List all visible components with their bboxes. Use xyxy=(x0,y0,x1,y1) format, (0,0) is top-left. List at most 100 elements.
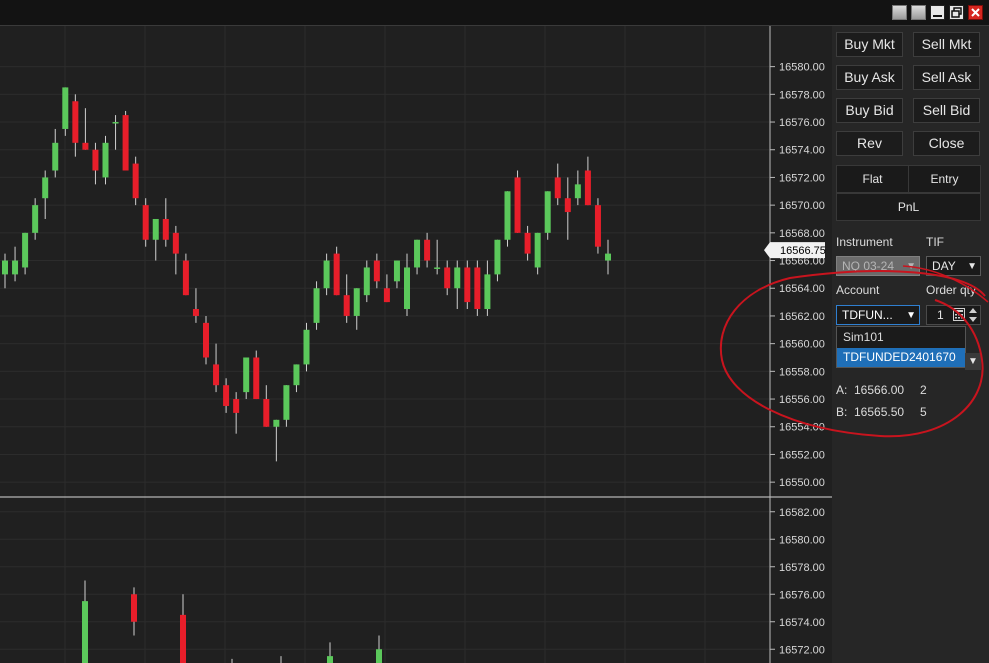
candle-body xyxy=(494,239,501,275)
close-icon xyxy=(971,8,980,17)
candle-body xyxy=(454,267,461,289)
candle-body xyxy=(273,419,280,427)
price-tick-label: 16568.00 xyxy=(779,228,825,240)
price-tick-label: 16558.00 xyxy=(779,366,825,378)
window-option-button-2[interactable] xyxy=(911,5,926,20)
candle-body xyxy=(376,649,382,663)
sell-bid-button[interactable]: Sell Bid xyxy=(913,98,980,123)
close-position-button[interactable]: Close xyxy=(913,131,980,156)
candle-body xyxy=(12,260,19,275)
price-tick-label: 16578.00 xyxy=(779,562,825,574)
candle-body xyxy=(102,142,109,178)
candle-body xyxy=(434,267,441,269)
account-option-tdfunded[interactable]: TDFUNDED2401670 xyxy=(837,348,965,367)
candle-body xyxy=(203,322,209,358)
title-bar xyxy=(0,0,989,26)
candle-body xyxy=(243,357,250,393)
candle-body xyxy=(92,149,99,171)
price-tick-label: 16582.00 xyxy=(779,507,825,519)
ask-label: A: xyxy=(836,383,848,397)
account-option-sim101[interactable]: Sim101 xyxy=(843,330,884,344)
candle-body xyxy=(162,218,169,240)
candle-body xyxy=(180,614,186,663)
price-tick-label: 16576.00 xyxy=(779,589,825,601)
reverse-button[interactable]: Rev xyxy=(836,131,903,156)
candle-body xyxy=(584,170,591,206)
candle-body xyxy=(213,364,220,386)
candle-body xyxy=(172,232,179,254)
candle-body xyxy=(263,399,270,427)
ask-price: 16566.00 xyxy=(854,383,905,397)
candle-body xyxy=(22,232,29,268)
candle-body xyxy=(594,205,601,247)
candle-body xyxy=(82,601,88,663)
window-option-button-1[interactable] xyxy=(892,5,907,20)
candle-body xyxy=(544,191,551,233)
account-label: Account xyxy=(836,283,880,297)
price-tick-label: 16564.00 xyxy=(779,283,825,295)
candle-body xyxy=(504,191,511,240)
qty-spinner-icon[interactable] xyxy=(968,306,978,324)
candle-body xyxy=(605,253,611,261)
candle-body xyxy=(192,309,199,316)
candle-body xyxy=(52,142,59,171)
instrument-value: NQ 03-24 xyxy=(842,259,895,273)
bid-label: B: xyxy=(836,405,848,419)
price-tick-label: 16556.00 xyxy=(779,394,825,406)
minimize-icon xyxy=(933,15,942,17)
last-price-label: 16566.75 xyxy=(780,245,826,257)
candle-body xyxy=(313,288,320,323)
candle-body xyxy=(514,177,521,233)
flat-button[interactable]: Flat xyxy=(836,165,909,193)
candle-body xyxy=(327,656,333,663)
candle-body xyxy=(404,267,410,310)
candle-body xyxy=(131,594,137,622)
pnl-field: PnL xyxy=(836,193,981,221)
candle-body xyxy=(122,115,129,171)
candle-body xyxy=(223,385,230,406)
candle-body xyxy=(82,142,89,150)
account-dropdown-list: Sim101 TDFUNDED2401670 xyxy=(836,326,966,368)
candle-body xyxy=(323,260,330,289)
candle-body xyxy=(2,260,8,275)
price-tick-label: 16560.00 xyxy=(779,339,825,351)
candle-body xyxy=(393,260,400,282)
order-qty-value: 1 xyxy=(937,308,944,322)
order-qty-label: Order qty xyxy=(926,283,977,297)
minimize-button[interactable] xyxy=(930,5,945,20)
candle-body xyxy=(152,218,159,240)
price-tick-label: 16574.00 xyxy=(779,617,825,629)
price-tick-label: 16552.00 xyxy=(779,449,825,461)
candle-body xyxy=(574,184,581,199)
price-chart[interactable]: 16580.00 16578.00 16576.00 16574.00 16572.00… xyxy=(0,26,832,663)
price-tick-label: 16580.00 xyxy=(779,62,825,74)
buy-ask-button[interactable]: Buy Ask xyxy=(836,65,903,90)
restore-button[interactable] xyxy=(949,5,964,20)
candle-body xyxy=(112,122,119,124)
candle-body xyxy=(333,253,340,296)
price-tick-label: 16576.00 xyxy=(779,117,825,129)
candle-body xyxy=(464,267,471,303)
candle-body xyxy=(353,288,360,316)
buy-bid-button[interactable]: Buy Bid xyxy=(836,98,903,123)
candle-body xyxy=(534,232,541,268)
price-tick-label: 16572.00 xyxy=(779,172,825,184)
calculator-icon[interactable] xyxy=(953,308,965,321)
sell-market-button[interactable]: Sell Mkt xyxy=(913,32,980,57)
entry-field: Entry xyxy=(908,165,981,193)
candle-body xyxy=(132,163,139,199)
candle-body xyxy=(554,177,561,199)
candle-body xyxy=(363,267,370,296)
sell-ask-button[interactable]: Sell Ask xyxy=(913,65,980,90)
instrument-selector[interactable]: NQ 03-24 ▼ xyxy=(836,256,920,276)
chevron-down-icon[interactable]: ▼ xyxy=(965,353,981,370)
chevron-down-icon: ▼ xyxy=(906,261,916,272)
candle-body xyxy=(62,87,69,129)
close-window-button[interactable] xyxy=(968,5,983,20)
account-value: TDFUN... xyxy=(842,308,893,322)
buy-market-button[interactable]: Buy Mkt xyxy=(836,32,903,57)
price-tick-label: 16562.00 xyxy=(779,311,825,323)
account-selector[interactable]: TDFUN... ▼ xyxy=(836,305,920,325)
bid-size: 5 xyxy=(920,405,927,419)
tif-selector[interactable]: DAY ▼ xyxy=(926,256,981,276)
